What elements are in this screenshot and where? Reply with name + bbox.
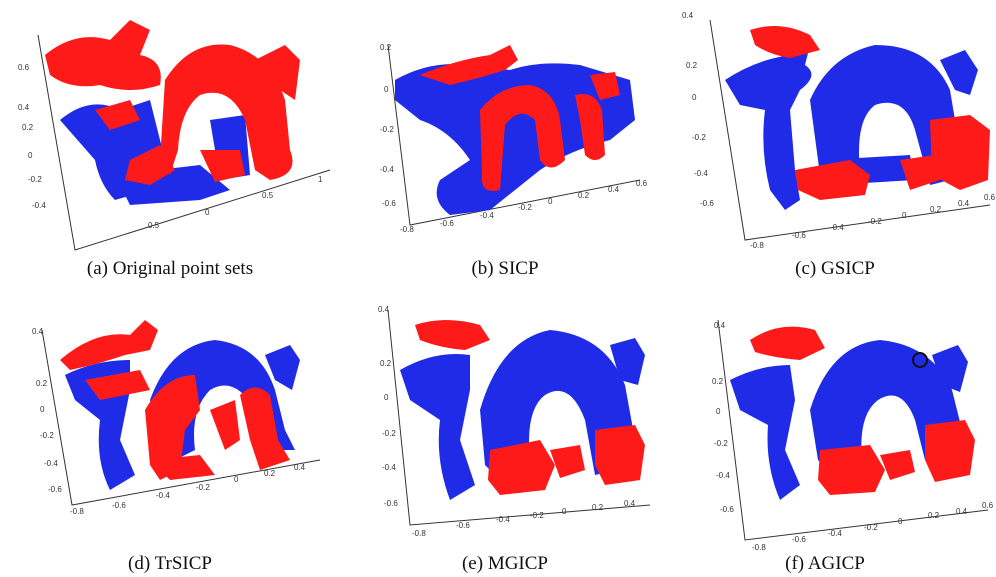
tick-label: 0.4 — [956, 507, 968, 516]
tick-label: 0.4 — [608, 185, 620, 194]
tick-label: 0.2 — [930, 205, 942, 214]
tick-label: -0.6 — [382, 199, 396, 208]
plot-agicp: 0.4 0.2 0 -0.2 -0.4 -0.6 -0.8 -0.6 -0.4 … — [670, 300, 996, 550]
caption: (b) SICP — [420, 258, 590, 280]
tick-label: 0.2 — [36, 379, 48, 388]
tick-label: 0 — [40, 405, 45, 414]
tick-label: -0.6 — [440, 219, 454, 228]
tick-label: 0 — [692, 93, 697, 102]
tick-label: 0.4 — [378, 305, 390, 314]
panel-mgicp: 0.4 0.2 0 -0.2 -0.4 -0.6 -0.8 -0.6 -0.4 … — [340, 300, 670, 577]
tick-label: -0.6 — [792, 231, 806, 240]
caption: (c) GSICP — [760, 258, 910, 280]
plot-mgicp: 0.4 0.2 0 -0.2 -0.4 -0.6 -0.8 -0.6 -0.4 … — [340, 300, 670, 550]
tick-label: -0.2 — [530, 511, 544, 520]
tick-label: -0.2 — [380, 125, 394, 134]
tick-label: -0.4 — [44, 459, 58, 468]
tick-label: -0.6 — [48, 485, 62, 494]
tick-label: -0.6 — [112, 501, 126, 510]
tick-label: -0.2 — [518, 203, 532, 212]
tick-label: -0.2 — [382, 429, 396, 438]
tick-label: -0.6 — [384, 499, 398, 508]
plot-sicp: 0.2 0 -0.2 -0.4 -0.6 -0.8 -0.6 -0.4 -0.2… — [340, 0, 670, 260]
caption: (a) Original point sets — [60, 258, 280, 280]
plot-trsicp: 0.4 0.2 0 -0.2 -0.4 -0.6 -0.8 -0.6 -0.4 … — [0, 300, 340, 550]
tick-label: 0.6 — [984, 193, 996, 202]
tick-label: 0.2 — [686, 61, 698, 70]
tick-label: -0.2 — [864, 523, 878, 532]
tick-label: 0.2 — [712, 377, 724, 386]
tick-label: -0.4 — [828, 529, 842, 538]
tick-label: -0.8 — [752, 543, 766, 552]
tick-label: -0.4 — [382, 463, 396, 472]
tick-label: -0.8 — [70, 507, 84, 516]
tick-label: -0.4 — [156, 491, 170, 500]
tick-label: 0.2 — [22, 123, 34, 132]
tick-label: 0.6 — [636, 179, 648, 188]
panel-agicp: 0.4 0.2 0 -0.2 -0.4 -0.6 -0.8 -0.6 -0.4 … — [670, 300, 996, 577]
tick-label: 0.2 — [592, 503, 604, 512]
plot-original: 0.6 0.4 0.2 0 -0.2 -0.4 0.5 0 0.5 1 — [0, 0, 340, 260]
tick-label: -0.4 — [694, 169, 708, 178]
tick-label: 0.2 — [578, 191, 590, 200]
tick-label: 1 — [318, 175, 323, 184]
tick-label: -0.2 — [40, 431, 54, 440]
tick-label: 0 — [548, 197, 553, 206]
tick-label: 0 — [902, 211, 907, 220]
tick-label: 0.4 — [682, 11, 694, 20]
caption: (e) MGICP — [430, 553, 580, 575]
tick-label: -0.2 — [714, 439, 728, 448]
tick-label: 0.2 — [380, 43, 392, 52]
plot-gsicp: 0.4 0.2 0 -0.2 -0.4 -0.6 -0.8 -0.6 -0.4 … — [670, 0, 996, 260]
tick-label: 0.6 — [982, 501, 994, 510]
tick-label: -0.4 — [496, 515, 510, 524]
tick-label: -0.4 — [830, 223, 844, 232]
tick-label: 0 — [205, 208, 210, 217]
panel-trsicp: 0.4 0.2 0 -0.2 -0.4 -0.6 -0.8 -0.6 -0.4 … — [0, 300, 340, 577]
tick-label: 0 — [384, 393, 389, 402]
panel-original: 0.6 0.4 0.2 0 -0.2 -0.4 0.5 0 0.5 1 (a) … — [0, 0, 340, 290]
tick-label: 0 — [716, 407, 721, 416]
tick-label: 0.4 — [32, 327, 44, 336]
tick-label: 0.4 — [18, 103, 30, 112]
panel-gsicp: 0.4 0.2 0 -0.2 -0.4 -0.6 -0.8 -0.6 -0.4 … — [670, 0, 996, 290]
caption: (f) AGICP — [750, 553, 900, 575]
tick-label: 0 — [28, 151, 33, 160]
tick-label: -0.2 — [196, 483, 210, 492]
tick-label: -0.2 — [868, 217, 882, 226]
tick-label: 0 — [234, 475, 239, 484]
tick-label: -0.6 — [792, 535, 806, 544]
tick-label: -0.2 — [692, 133, 706, 142]
tick-label: 0 — [562, 507, 567, 516]
tick-label: -0.6 — [720, 505, 734, 514]
tick-label: 0.4 — [294, 463, 306, 472]
tick-label: 0 — [384, 85, 389, 94]
tick-label: -0.8 — [412, 529, 426, 538]
tick-label: -0.2 — [28, 175, 42, 184]
tick-label: -0.8 — [400, 225, 414, 234]
tick-label: -0.6 — [456, 521, 470, 530]
tick-label: -0.8 — [750, 241, 764, 250]
tick-label: 0.2 — [928, 511, 940, 520]
tick-label: -0.4 — [32, 201, 46, 210]
tick-label: 0.4 — [624, 499, 636, 508]
tick-label: 0.2 — [264, 469, 276, 478]
tick-label: 0.4 — [714, 321, 726, 330]
tick-label: -0.4 — [380, 165, 394, 174]
panel-sicp: 0.2 0 -0.2 -0.4 -0.6 -0.8 -0.6 -0.4 -0.2… — [340, 0, 670, 290]
tick-label: 0.6 — [18, 63, 30, 72]
tick-label: 0.2 — [380, 359, 392, 368]
tick-label: 0 — [898, 517, 903, 526]
tick-label: -0.4 — [716, 471, 730, 480]
tick-label: 0.5 — [262, 191, 274, 200]
tick-label: 0.5 — [148, 221, 160, 230]
caption: (d) TrSICP — [100, 553, 240, 575]
tick-label: -0.4 — [480, 211, 494, 220]
tick-label: -0.6 — [700, 199, 714, 208]
tick-label: 0.4 — [958, 199, 970, 208]
